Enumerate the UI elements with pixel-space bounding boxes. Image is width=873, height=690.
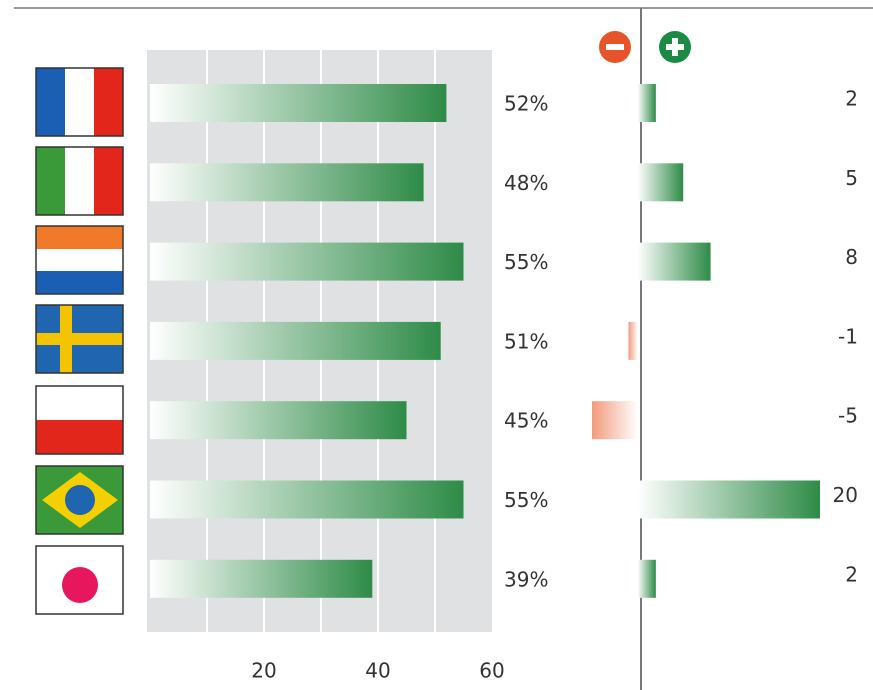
minus-icon xyxy=(599,31,631,63)
value-label: 45% xyxy=(504,409,548,433)
bar xyxy=(150,401,407,440)
bar xyxy=(637,480,820,519)
flag-stripe xyxy=(36,420,123,454)
flag xyxy=(35,67,124,137)
flag-stripe xyxy=(36,249,123,271)
value-label: -1 xyxy=(838,324,858,348)
flag-border xyxy=(35,385,124,455)
value-label: 39% xyxy=(504,567,548,591)
flag-border xyxy=(35,545,124,615)
x-tick-label: 40 xyxy=(365,659,390,683)
bar xyxy=(150,480,464,519)
flag-stripe xyxy=(94,147,123,215)
bar xyxy=(150,242,464,281)
value-label: 2 xyxy=(845,87,858,111)
flag-stripe xyxy=(36,386,123,420)
bar xyxy=(150,559,373,598)
flag xyxy=(35,304,124,374)
bar xyxy=(150,84,447,122)
bar xyxy=(628,321,638,360)
value-label: 20 xyxy=(833,483,858,507)
flag-border xyxy=(35,146,124,216)
flag-stripe xyxy=(36,68,65,136)
flag-border xyxy=(35,465,124,535)
bar xyxy=(637,242,711,281)
bar xyxy=(592,401,638,440)
value-label: 2 xyxy=(845,562,858,586)
x-tick-label: 20 xyxy=(251,659,276,683)
flag-stripe xyxy=(94,68,123,136)
flag-stripe xyxy=(65,68,94,136)
value-label: 55% xyxy=(504,488,548,512)
flag xyxy=(35,146,124,216)
value-label: 52% xyxy=(504,92,548,116)
flag xyxy=(35,225,124,295)
flag xyxy=(35,385,124,455)
flag-border xyxy=(35,304,124,374)
flag xyxy=(35,545,124,615)
bar xyxy=(637,163,684,202)
plus-icon xyxy=(659,31,691,63)
flag-stripe xyxy=(65,147,94,215)
value-label: 5 xyxy=(845,166,858,190)
value-label: 55% xyxy=(504,250,548,274)
flag-disc xyxy=(65,485,95,515)
bar xyxy=(150,321,441,360)
value-label: 51% xyxy=(504,329,548,353)
flag-stripe xyxy=(36,271,123,294)
bar xyxy=(150,163,424,202)
flag-stripe xyxy=(36,147,65,215)
flag-stripe xyxy=(36,226,123,249)
flag-border xyxy=(35,67,124,137)
bar xyxy=(637,559,656,598)
flag-disc xyxy=(62,567,98,603)
value-label: 48% xyxy=(504,171,548,195)
flag-border xyxy=(35,225,124,295)
bar xyxy=(637,84,656,122)
flag xyxy=(35,465,124,535)
value-label: -5 xyxy=(838,404,858,428)
x-tick-label: 60 xyxy=(479,659,504,683)
flag-cross xyxy=(36,333,123,345)
value-label: 8 xyxy=(845,245,858,269)
